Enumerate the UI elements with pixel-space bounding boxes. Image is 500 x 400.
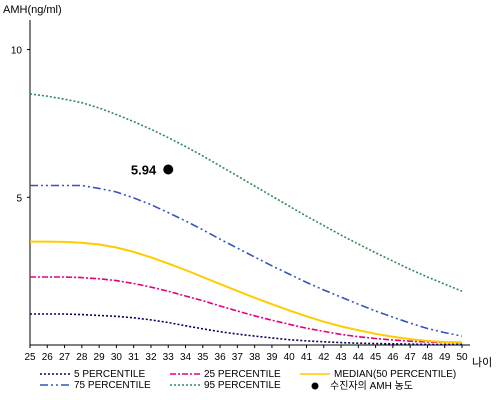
x-tick-label-39: 39 [266, 352, 278, 363]
x-tick-label-46: 46 [387, 352, 399, 363]
x-tick-label-50: 50 [456, 352, 468, 363]
x-tick-label-45: 45 [370, 352, 382, 363]
x-tick-label-36: 36 [215, 352, 227, 363]
x-tick-label-30: 30 [111, 352, 123, 363]
legend-label-1: 25 PERCENTILE [204, 369, 281, 380]
y-tick-label-10: 10 [11, 46, 23, 57]
legend-swatch-point [311, 382, 319, 390]
x-tick-label-33: 33 [163, 352, 175, 363]
legend-label-point: 수진자의 AMH 농도 [330, 380, 413, 392]
x-tick-label-29: 29 [94, 352, 106, 363]
x-tick-label-26: 26 [42, 352, 54, 363]
patient-point-label: 5.94 [131, 163, 157, 178]
axes: AMH(ng/ml) 나이 [3, 4, 492, 369]
legend: 5 PERCENTILE 25 PERCENTILE MEDIAN(50 PERCE… [40, 369, 456, 392]
ticks: 25 26 27 28 29 30 31 32 33 34 35 36 37 38 39 40 41 42 43 44… [11, 46, 468, 363]
x-tick-label-44: 44 [353, 352, 365, 363]
x-tick-label-34: 34 [180, 352, 192, 363]
x-tick-label-49: 49 [439, 352, 451, 363]
x-axis-title: 나이 [472, 356, 492, 369]
x-tick-label-32: 32 [145, 352, 157, 363]
x-tick-label-43: 43 [335, 352, 347, 363]
y-tick-label-5: 5 [16, 193, 22, 204]
x-tick-label-37: 37 [232, 352, 244, 363]
patient-point [163, 164, 174, 175]
legend-label-0: 5 PERCENTILE [74, 369, 145, 380]
patient-marker: 5.94 [131, 163, 174, 178]
series-line-0 [30, 313, 462, 346]
x-tick-label-35: 35 [197, 352, 209, 363]
legend-label-2: MEDIAN(50 PERCENTILE) [334, 369, 456, 380]
x-tick-label-40: 40 [284, 352, 296, 363]
series-line-1 [30, 276, 463, 344]
y-axis-title: AMH(ng/ml) [3, 4, 62, 16]
series-lines [29, 93, 463, 346]
legend-label-3: 75 PERCENTILE [74, 380, 151, 391]
x-tick-label-47: 47 [405, 352, 417, 363]
x-tick-label-25: 25 [24, 352, 36, 363]
x-tick-label-48: 48 [422, 352, 434, 363]
legend-label-4: 95 PERCENTILE [204, 380, 281, 391]
x-tick-label-31: 31 [128, 352, 140, 363]
x-tick-label-27: 27 [59, 352, 71, 363]
x-tick-label-41: 41 [301, 352, 313, 363]
series-line-4 [29, 93, 463, 292]
series-line-2 [30, 240, 463, 344]
x-tick-label-42: 42 [318, 352, 330, 363]
x-tick-label-28: 28 [76, 352, 88, 363]
x-tick-label-38: 38 [249, 352, 261, 363]
